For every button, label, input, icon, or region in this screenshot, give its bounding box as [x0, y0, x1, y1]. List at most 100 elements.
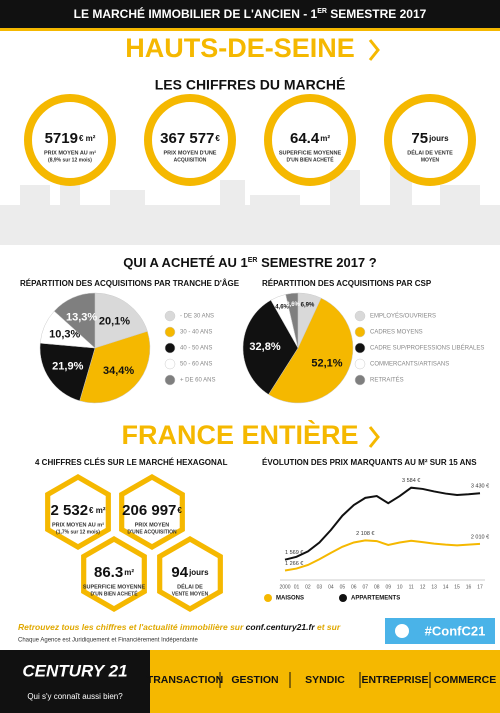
legend-swatch	[354, 374, 366, 386]
stat-label: PRIX MOYEN	[135, 522, 170, 528]
pie-label: 52,1%	[311, 358, 342, 370]
stat-number: 86.3	[94, 564, 123, 581]
x-tick-label: 01	[294, 584, 300, 590]
nav-item[interactable]: COMMERCE	[434, 674, 496, 686]
value-label: 3 584 €	[402, 478, 420, 484]
title-part: LE MARCHÉ IMMOBILIER DE L'ANCIEN - 1	[74, 6, 318, 21]
stat-label: DÉLAI DE	[177, 582, 203, 590]
stat-number: 367 577	[160, 130, 214, 147]
legend-label: RETRAITÉS	[370, 377, 404, 384]
stat-label: D'UN BIEN ACHETÉ	[90, 589, 138, 597]
value-label: 2 108 €	[356, 531, 374, 537]
nav-item[interactable]: ENTREPRISE	[361, 674, 428, 686]
stat-number: 64.4	[290, 130, 320, 147]
x-tick-label: 11	[409, 584, 414, 590]
nav-item[interactable]: TRANSACTION	[147, 674, 223, 686]
value-label: 1 266 €	[285, 561, 303, 567]
pie-slice	[285, 292, 299, 349]
stat-label: (1,7% sur 12 mois)	[56, 529, 100, 535]
chevron	[368, 39, 380, 61]
stat-number: 2 532	[51, 502, 89, 519]
x-tick-label: 13	[431, 584, 437, 590]
stat-label: PRIX MOYEN AU m²	[44, 149, 96, 156]
legend-swatch	[164, 374, 176, 386]
title-part: SEMESTRE 2017	[327, 7, 427, 21]
legend-swatch	[354, 326, 366, 338]
stat-value: 206 997€	[122, 502, 182, 519]
legend-swatch	[164, 358, 176, 370]
pie-title: RÉPARTITION DES ACQUISITIONS PAR TRANCHE…	[20, 279, 240, 288]
stat-value: 367 577€	[160, 130, 220, 147]
pie-label: 13,3%	[66, 312, 97, 324]
legend-swatch	[164, 326, 176, 338]
stat-value: 75jours	[411, 130, 449, 147]
pie-slice	[242, 299, 299, 395]
stat-value: 5719€ m²	[45, 130, 96, 147]
header-stripe	[0, 28, 500, 31]
stat-value: 94jours	[171, 564, 209, 581]
pie-label: 10,3%	[49, 329, 80, 341]
legend-label: CADRES MOYENS	[370, 330, 423, 336]
pie-label: 3,6%	[286, 302, 300, 308]
logo-block	[0, 650, 150, 713]
chevron	[368, 426, 380, 448]
title-part: QUI A ACHETÉ AU 1	[123, 255, 247, 270]
pie-label: 21,9%	[52, 361, 83, 373]
legend-swatch	[164, 342, 176, 354]
stat-label: PRIX MOYEN D'UNE	[164, 150, 217, 156]
x-tick-label: 05	[340, 584, 346, 590]
title-sup: ER	[317, 8, 327, 15]
bird-icon	[395, 624, 409, 638]
line-series	[284, 539, 481, 572]
region-title: HAUTS-DE-SEINE	[125, 33, 355, 63]
stat-hexagon-inner	[162, 542, 218, 606]
legend-label: COMMERCANTS/ARTISANS	[370, 362, 449, 368]
line-title: ÉVOLUTION DES PRIX MARQUANTS AU M² SUR 1…	[262, 458, 477, 467]
x-tick-label: 02	[305, 584, 311, 590]
pie-label: 32,8%	[249, 341, 280, 353]
france-subtitle: 4 CHIFFRES CLÉS SUR LE MARCHÉ HEXAGONAL	[35, 458, 228, 467]
stat-unit: €	[215, 134, 220, 143]
stat-label: ACQUISITION	[174, 157, 207, 163]
nav-item[interactable]: SYNDIC	[305, 674, 345, 686]
value-label: 2 010 €	[471, 534, 489, 540]
title-sup: ER	[248, 257, 258, 264]
promo-link[interactable]: conf.century21.fr	[246, 622, 316, 632]
hashtag[interactable]: #ConfC21	[425, 623, 486, 638]
pie-label: 20,1%	[99, 315, 130, 327]
legend-swatch	[354, 310, 366, 322]
brand: CENTURY 21	[22, 661, 127, 680]
france-title: FRANCE ENTIÈRE	[121, 419, 358, 450]
skyline	[0, 160, 500, 245]
value-label: 3 430 €	[471, 484, 489, 490]
nav-item[interactable]: GESTION	[231, 674, 278, 686]
nav-block	[150, 650, 500, 713]
pie-slice	[53, 292, 96, 349]
tagline: Qui s'y connaît aussi bien?	[27, 692, 123, 701]
stat-number: 206 997	[122, 502, 176, 519]
stat-value: 64.4m²	[290, 130, 330, 147]
legend-label: - DE 30 ANS	[180, 314, 214, 320]
stat-label: MOYEN	[421, 157, 440, 163]
x-tick-label: 09	[385, 584, 391, 590]
pie-slice	[39, 342, 96, 402]
legend-swatch	[354, 358, 366, 370]
stat-unit: m²	[320, 134, 330, 143]
legend-swatch	[354, 342, 366, 354]
header-bar	[0, 0, 500, 28]
region-subtitle: LES CHIFFRES DU MARCHÉ	[155, 77, 346, 93]
x-tick-label: 07	[363, 584, 369, 590]
legend-swatch	[339, 594, 347, 602]
stat-label: SUPERFICIE MOYENNE	[83, 584, 146, 590]
x-tick-label: 15	[454, 584, 460, 590]
stat-unit: € m²	[79, 134, 96, 143]
stat-ring	[144, 94, 236, 186]
stat-number: 94	[171, 564, 188, 581]
header-title: LE MARCHÉ IMMOBILIER DE L'ANCIEN - 1ER S…	[74, 6, 427, 21]
stat-hexagon-inner	[86, 542, 142, 606]
legend-label: MAISONS	[276, 596, 304, 602]
legend-label: APPARTEMENTS	[351, 596, 400, 602]
pie-slice	[268, 297, 354, 404]
stat-value: 2 532€ m²	[51, 502, 106, 519]
x-tick-label: 04	[328, 584, 334, 590]
